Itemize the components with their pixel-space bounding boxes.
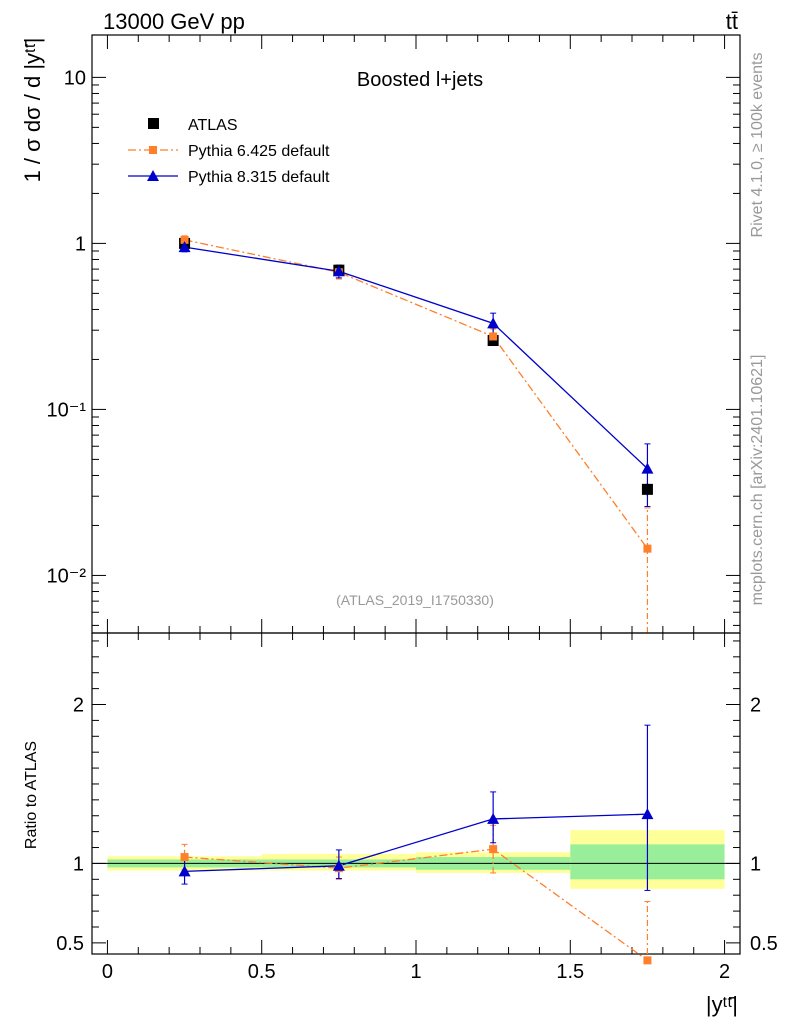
- pythia8-point: [487, 317, 500, 329]
- ratio-pythia6-point: [180, 853, 189, 862]
- ratio-axis-ticks: 2 2 1 1 0.5 0.5 0 0.5 1 1.5 2: [56, 633, 778, 983]
- pythia8-point: [178, 241, 191, 253]
- main-axis-ticks: 10 1 10⁻¹ 10⁻²: [47, 35, 740, 633]
- rivet-version-label: Rivet 4.1.0, ≥ 100k events: [749, 53, 766, 238]
- ratio-ytick-label-left: 1: [73, 853, 84, 875]
- ratio-xtick-label: 1: [410, 961, 421, 983]
- pythia8-point: [332, 265, 345, 277]
- legend-pythia6-label: Pythia 6.425 default: [188, 143, 330, 160]
- ratio-ytick-label-left: 0.5: [56, 933, 84, 955]
- ratio-xtick-label: 1.5: [556, 961, 584, 983]
- legend-pythia8-label: Pythia 8.315 default: [188, 169, 330, 186]
- ratio-pythia8-point: [641, 808, 654, 820]
- ratio-pythia8-point: [178, 865, 191, 877]
- main-panel: Boosted l+jets (ATLAS_2019_I1750330) 1 /…: [20, 34, 741, 634]
- pythia8-line: [184, 246, 648, 470]
- chart-title: Boosted l+jets: [357, 69, 483, 91]
- ratio-pythia8-point: [332, 859, 345, 871]
- legend-pythia8-marker: [147, 170, 159, 181]
- ratio-ytick-label-right: 1: [750, 853, 761, 875]
- ratio-panel: Ratio to ATLAS |yᵗᵗ̄| 2 2 1 1 0.5 0.5 0 0.5 1 1.5…: [23, 632, 778, 1017]
- ratio-xtick-label: 0: [102, 961, 113, 983]
- ratio-pythia6-point: [489, 845, 498, 854]
- ratio-pythia8-point: [487, 812, 500, 824]
- main-ylabel: 1 / σ dσ / d |yᵗᵗ̄|: [20, 38, 45, 183]
- main-ytick-label: 10⁻²: [47, 565, 87, 587]
- mcplots-label: mcplots.cern.ch [arXiv:2401.10621]: [749, 355, 766, 606]
- ratio-xtick-label: 0.5: [248, 961, 276, 983]
- main-ytick-label: 10: [64, 67, 86, 89]
- ratio-pythia8-line: [184, 813, 648, 873]
- ratio-data-marks: [178, 724, 654, 965]
- legend-atlas-marker: [148, 118, 159, 129]
- main-ytick-label: 10⁻¹: [47, 399, 87, 421]
- energy-label: 13000 GeV pp: [103, 9, 245, 34]
- pythia8-point: [641, 462, 654, 474]
- ratio-ylabel: Ratio to ATLAS: [23, 741, 40, 849]
- analysis-watermark: (ATLAS_2019_I1750330): [336, 592, 494, 608]
- pythia6-point: [180, 235, 189, 244]
- main-ytick-label: 1: [75, 233, 86, 255]
- main-data-marks: [178, 235, 654, 634]
- legend-atlas-label: ATLAS: [188, 117, 238, 134]
- ratio-frame: [91, 632, 741, 955]
- ratio-xlabel: |yᵗᵗ̄|: [706, 992, 738, 1017]
- atlas-point: [641, 483, 653, 495]
- ratio-pythia6-line: [184, 848, 648, 961]
- ratio-ytick-label-right: 0.5: [750, 933, 778, 955]
- ratio-uncertainty-bands: [92, 830, 740, 889]
- ratio-ytick-label-right: 2: [750, 695, 761, 717]
- legend: ATLAS Pythia 6.425 default Pythia 8.315 …: [128, 117, 330, 186]
- pythia6-point: [489, 332, 498, 341]
- ratio-pythia6-point: [643, 956, 652, 965]
- ratio-xtick-label: 2: [719, 961, 730, 983]
- atlas-point: [487, 335, 499, 347]
- pythia6-line: [184, 239, 648, 550]
- legend-pythia6-marker: [149, 146, 157, 154]
- pythia6-point: [643, 544, 652, 553]
- process-label: tt̄: [726, 9, 738, 34]
- ratio-ytick-label-left: 2: [73, 695, 84, 717]
